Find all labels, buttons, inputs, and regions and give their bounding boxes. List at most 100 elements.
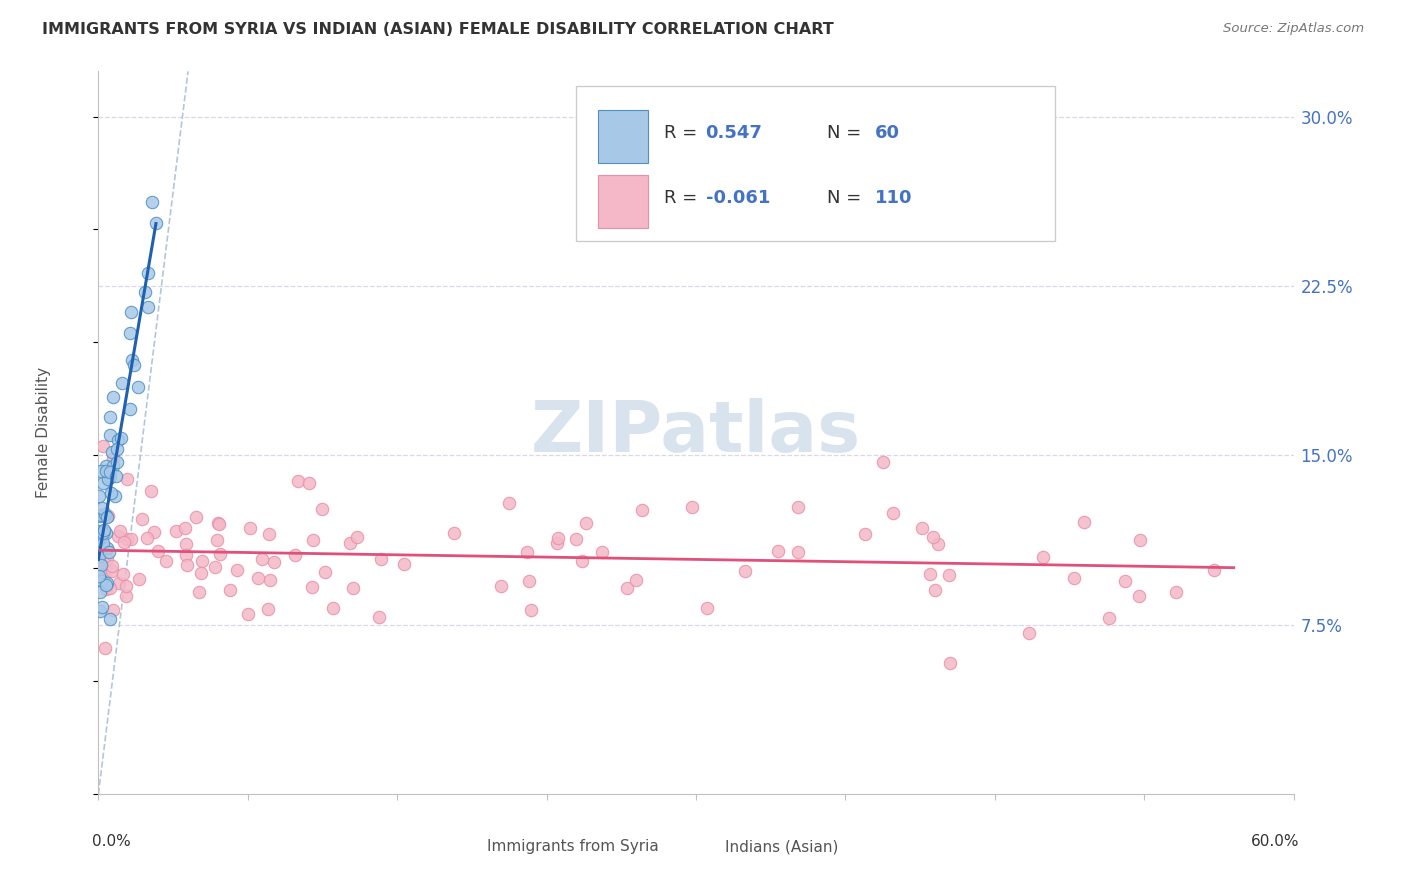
Point bbox=[90, 501, 112, 516]
Point bbox=[624, 573, 647, 587]
Point bbox=[301, 533, 323, 548]
Point bbox=[1114, 574, 1136, 588]
Point bbox=[517, 574, 540, 589]
Point bbox=[256, 602, 278, 616]
Point bbox=[94, 557, 117, 571]
Point bbox=[1128, 590, 1150, 604]
Text: IMMIGRANTS FROM SYRIA VS INDIAN (ASIAN) FEMALE DISABILITY CORRELATION CHART: IMMIGRANTS FROM SYRIA VS INDIAN (ASIAN) … bbox=[42, 22, 834, 37]
Point bbox=[120, 532, 142, 546]
Point bbox=[191, 554, 214, 568]
Text: -0.061: -0.061 bbox=[706, 189, 770, 207]
Point bbox=[112, 535, 135, 549]
Point bbox=[98, 611, 121, 625]
Point bbox=[98, 465, 121, 479]
Text: R =: R = bbox=[664, 124, 703, 142]
Point bbox=[145, 216, 167, 230]
Point bbox=[89, 531, 111, 545]
Point bbox=[547, 531, 569, 545]
Point bbox=[127, 380, 149, 394]
Point bbox=[120, 305, 142, 319]
Point bbox=[98, 428, 121, 442]
Point bbox=[927, 536, 949, 550]
Point bbox=[174, 548, 197, 562]
Point bbox=[131, 511, 153, 525]
Point bbox=[872, 455, 894, 469]
Point bbox=[346, 529, 368, 543]
Point bbox=[853, 527, 876, 541]
Point bbox=[101, 565, 124, 579]
Point bbox=[922, 530, 945, 544]
Point bbox=[263, 555, 285, 569]
Point bbox=[89, 489, 111, 503]
Point bbox=[311, 502, 333, 516]
Point bbox=[1032, 550, 1054, 565]
Point bbox=[89, 603, 111, 617]
Point bbox=[188, 584, 211, 599]
Point bbox=[93, 566, 115, 581]
Point bbox=[136, 300, 159, 314]
Point bbox=[571, 554, 593, 568]
Point bbox=[90, 558, 112, 572]
Point bbox=[98, 410, 121, 425]
Point bbox=[155, 554, 177, 568]
Point bbox=[96, 576, 118, 591]
Point bbox=[591, 545, 613, 559]
Point bbox=[93, 525, 115, 540]
Text: Indians (Asian): Indians (Asian) bbox=[724, 839, 838, 855]
Point bbox=[105, 468, 128, 483]
Point bbox=[87, 549, 110, 563]
Point bbox=[98, 582, 121, 596]
Point bbox=[97, 473, 120, 487]
Point bbox=[90, 573, 112, 587]
Point bbox=[104, 489, 127, 503]
Point bbox=[564, 532, 586, 546]
Point bbox=[287, 474, 309, 488]
Point bbox=[134, 285, 156, 300]
Point bbox=[284, 549, 307, 563]
Text: Source: ZipAtlas.com: Source: ZipAtlas.com bbox=[1223, 22, 1364, 36]
Point bbox=[108, 576, 131, 591]
Point bbox=[121, 353, 143, 368]
Text: N =: N = bbox=[827, 124, 868, 142]
Point bbox=[139, 483, 162, 498]
Point bbox=[631, 503, 654, 517]
Point bbox=[96, 464, 118, 478]
Point bbox=[681, 500, 703, 514]
Point bbox=[135, 531, 157, 545]
Point bbox=[489, 578, 512, 592]
Point bbox=[519, 603, 541, 617]
Text: R =: R = bbox=[664, 189, 703, 207]
Point bbox=[141, 195, 163, 210]
Point bbox=[101, 458, 124, 473]
Point bbox=[498, 496, 520, 510]
Point bbox=[101, 603, 124, 617]
Point bbox=[87, 569, 110, 583]
Point bbox=[90, 524, 112, 539]
Point bbox=[1018, 625, 1040, 640]
Point bbox=[96, 552, 118, 566]
Text: 60.0%: 60.0% bbox=[1251, 834, 1299, 848]
Point bbox=[1073, 515, 1095, 529]
Point bbox=[205, 533, 228, 547]
Point bbox=[696, 601, 718, 615]
Point bbox=[89, 524, 111, 538]
Point bbox=[94, 578, 117, 592]
FancyBboxPatch shape bbox=[449, 832, 479, 863]
Point bbox=[176, 558, 198, 572]
FancyBboxPatch shape bbox=[598, 110, 648, 163]
Point bbox=[107, 529, 129, 543]
Point bbox=[96, 510, 118, 524]
Point bbox=[91, 439, 114, 453]
Point bbox=[93, 508, 115, 522]
Point bbox=[115, 590, 138, 604]
Point bbox=[314, 565, 336, 579]
Point bbox=[114, 579, 136, 593]
Point bbox=[367, 610, 389, 624]
Point bbox=[146, 543, 169, 558]
Point bbox=[96, 458, 118, 473]
Point bbox=[93, 523, 115, 537]
Point bbox=[93, 524, 115, 538]
Point bbox=[204, 560, 226, 574]
Point bbox=[136, 266, 159, 280]
Point bbox=[443, 526, 465, 541]
